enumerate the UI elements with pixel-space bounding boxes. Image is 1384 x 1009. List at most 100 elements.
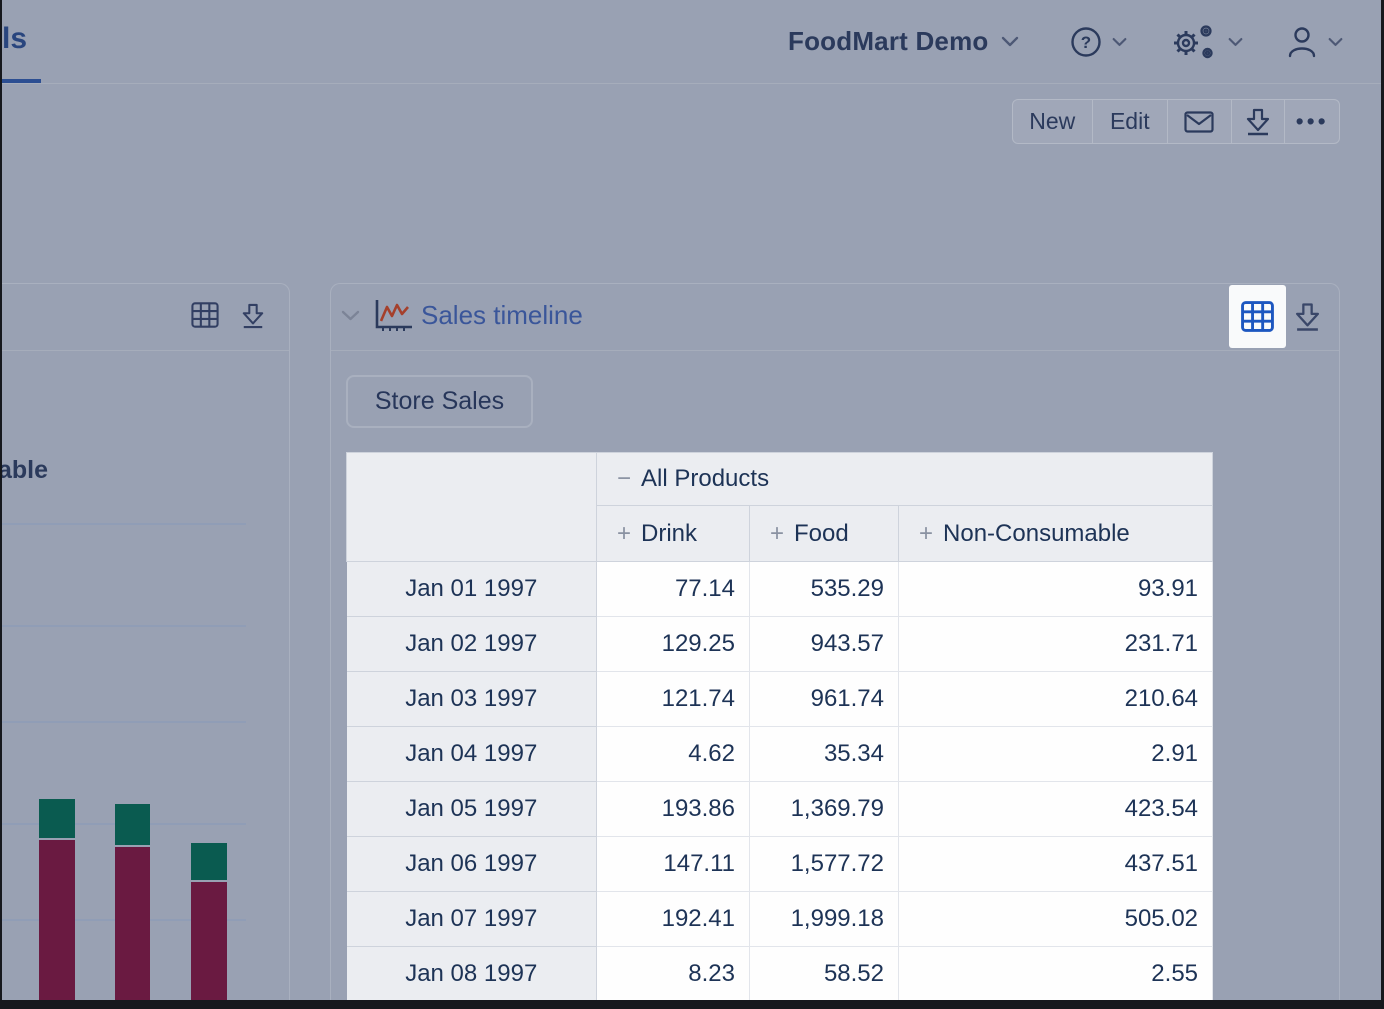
cell-value: 93.91 — [898, 561, 1214, 617]
cell-value: 535.29 — [749, 561, 899, 617]
panel-title: Sales timeline — [421, 300, 583, 330]
cell-value: 505.02 — [898, 891, 1214, 947]
cell-value: 2.91 — [898, 726, 1214, 782]
column-header-non-consumable[interactable]: + Non-Consumable — [897, 505, 1214, 562]
column-header-food[interactable]: + Food — [749, 505, 899, 562]
chevron-down-icon — [1328, 37, 1343, 47]
cell-value: 961.74 — [749, 671, 899, 727]
active-tab-underline — [0, 79, 41, 83]
chevron-down-icon — [1228, 37, 1243, 47]
table-row: Jan 03 1997 121.74 961.74 210.64 — [346, 671, 1214, 727]
expand-plus[interactable]: + — [919, 519, 934, 547]
collapse-minus[interactable]: − — [617, 465, 632, 492]
cell-value: 943.57 — [749, 616, 899, 672]
stacked-bar-top-segment — [191, 843, 227, 880]
table-row: Jan 02 1997 129.25 943.57 231.71 — [346, 616, 1214, 672]
left-widget-panel: able — [0, 283, 290, 1009]
settings-menu[interactable] — [1168, 0, 1243, 83]
user-menu[interactable] — [1286, 0, 1343, 83]
column-group-header[interactable]: − All Products — [595, 452, 1214, 506]
help-icon[interactable]: ? — [1070, 26, 1102, 58]
expand-plus[interactable]: + — [617, 519, 632, 547]
chart-gridline — [2, 523, 246, 525]
download-icon[interactable] — [241, 302, 265, 330]
table-row: Jan 06 1997 147.11 1,577.72 437.51 — [346, 836, 1214, 892]
workspace-switcher[interactable]: FoodMart Demo — [788, 0, 1019, 83]
cell-value: 129.25 — [596, 616, 750, 672]
group-label: All Products — [641, 465, 770, 492]
column-header-drink[interactable]: + Drink — [596, 505, 750, 562]
table-row: Jan 04 1997 4.62 35.34 2.91 — [346, 726, 1214, 782]
settings-gears-icon[interactable] — [1168, 22, 1218, 62]
chevron-down-icon — [1112, 37, 1127, 47]
chart-gridline — [2, 625, 246, 627]
download-icon[interactable] — [1294, 301, 1321, 333]
new-button[interactable]: New — [1013, 100, 1093, 143]
stacked-bar-bottom-segment — [115, 847, 150, 1002]
panel-header-divider — [0, 350, 289, 351]
cell-value: 231.71 — [898, 616, 1214, 672]
stacked-bar-bottom-segment — [39, 840, 75, 1002]
envelope-icon — [1184, 110, 1214, 133]
download-icon — [1245, 108, 1271, 136]
cell-value: 121.74 — [596, 671, 750, 727]
cell-value: 437.51 — [898, 836, 1214, 892]
table-row: Jan 07 1997 192.41 1,999.18 505.02 — [346, 891, 1214, 947]
cell-value: 8.23 — [596, 946, 750, 1002]
cell-value: 35.34 — [749, 726, 899, 782]
stacked-bar-bottom-segment — [191, 882, 227, 1002]
stacked-bar-top-segment — [115, 804, 150, 845]
table-row: Jan 08 1997 8.23 58.52 2.55 — [346, 946, 1214, 1002]
cell-value: 2.55 — [898, 946, 1214, 1002]
screen-edge — [1381, 0, 1384, 1009]
topbar-divider — [0, 83, 1384, 84]
cell-value: 210.64 — [898, 671, 1214, 727]
sales-timeline-panel: Sales timeline Store Sales — [330, 283, 1340, 1009]
pivot-table: − All Products + Drink + Food + Non-Consumab… — [346, 452, 1214, 1002]
help-menu[interactable]: ? — [1070, 0, 1127, 83]
active-tab-label-partial[interactable]: ls — [2, 22, 28, 55]
row-date-label: Jan 03 1997 — [346, 671, 597, 727]
row-date-label: Jan 08 1997 — [346, 946, 597, 1002]
corner-cell — [346, 452, 597, 562]
row-date-label: Jan 04 1997 — [346, 726, 597, 782]
table-row: Jan 01 1997 77.14 535.29 93.91 — [346, 561, 1214, 617]
workspace-name[interactable]: FoodMart Demo — [788, 26, 989, 56]
edit-button[interactable]: Edit — [1093, 100, 1169, 143]
row-date-label: Jan 02 1997 — [346, 616, 597, 672]
panel-header-divider — [331, 350, 1339, 351]
more-actions-button[interactable]: ••• — [1295, 108, 1329, 134]
stacked-bar-top-segment — [39, 799, 75, 838]
cell-value: 147.11 — [596, 836, 750, 892]
measure-chip[interactable]: Store Sales — [346, 375, 533, 428]
table-view-icon[interactable] — [191, 302, 219, 330]
expand-plus[interactable]: + — [770, 519, 785, 547]
export-button[interactable] — [1232, 100, 1286, 143]
line-chart-icon — [373, 298, 415, 336]
cell-value: 192.41 — [596, 891, 750, 947]
chart-gridline — [2, 721, 246, 723]
row-date-label: Jan 01 1997 — [346, 561, 597, 617]
cell-value: 423.54 — [898, 781, 1214, 837]
table-view-icon[interactable] — [1241, 301, 1274, 332]
cell-value: 1,369.79 — [749, 781, 899, 837]
cell-value: 1,577.72 — [749, 836, 899, 892]
dashboard-toolbar: New Edit ••• — [1012, 99, 1340, 144]
cell-value: 77.14 — [596, 561, 750, 617]
cell-value: 193.86 — [596, 781, 750, 837]
sales-table-body: Jan 01 1997 77.14 535.29 93.91 Jan 02 1997 12… — [346, 561, 1214, 1002]
chevron-down-icon — [1001, 36, 1019, 47]
screen-edge — [0, 1000, 1384, 1009]
email-button[interactable] — [1168, 100, 1232, 143]
cell-value: 4.62 — [596, 726, 750, 782]
collapse-chevron-icon[interactable] — [341, 310, 360, 322]
user-icon[interactable] — [1286, 25, 1318, 59]
row-date-label: Jan 06 1997 — [346, 836, 597, 892]
row-date-label: Jan 07 1997 — [346, 891, 597, 947]
svg-text:?: ? — [1081, 33, 1091, 52]
tour-spotlight — [1229, 285, 1286, 348]
row-date-label: Jan 05 1997 — [346, 781, 597, 837]
pivot-table-container: − All Products + Drink + Food + Non-Consumab… — [346, 452, 1214, 1002]
legend-label-partial: able — [0, 456, 49, 484]
cell-value: 1,999.18 — [749, 891, 899, 947]
